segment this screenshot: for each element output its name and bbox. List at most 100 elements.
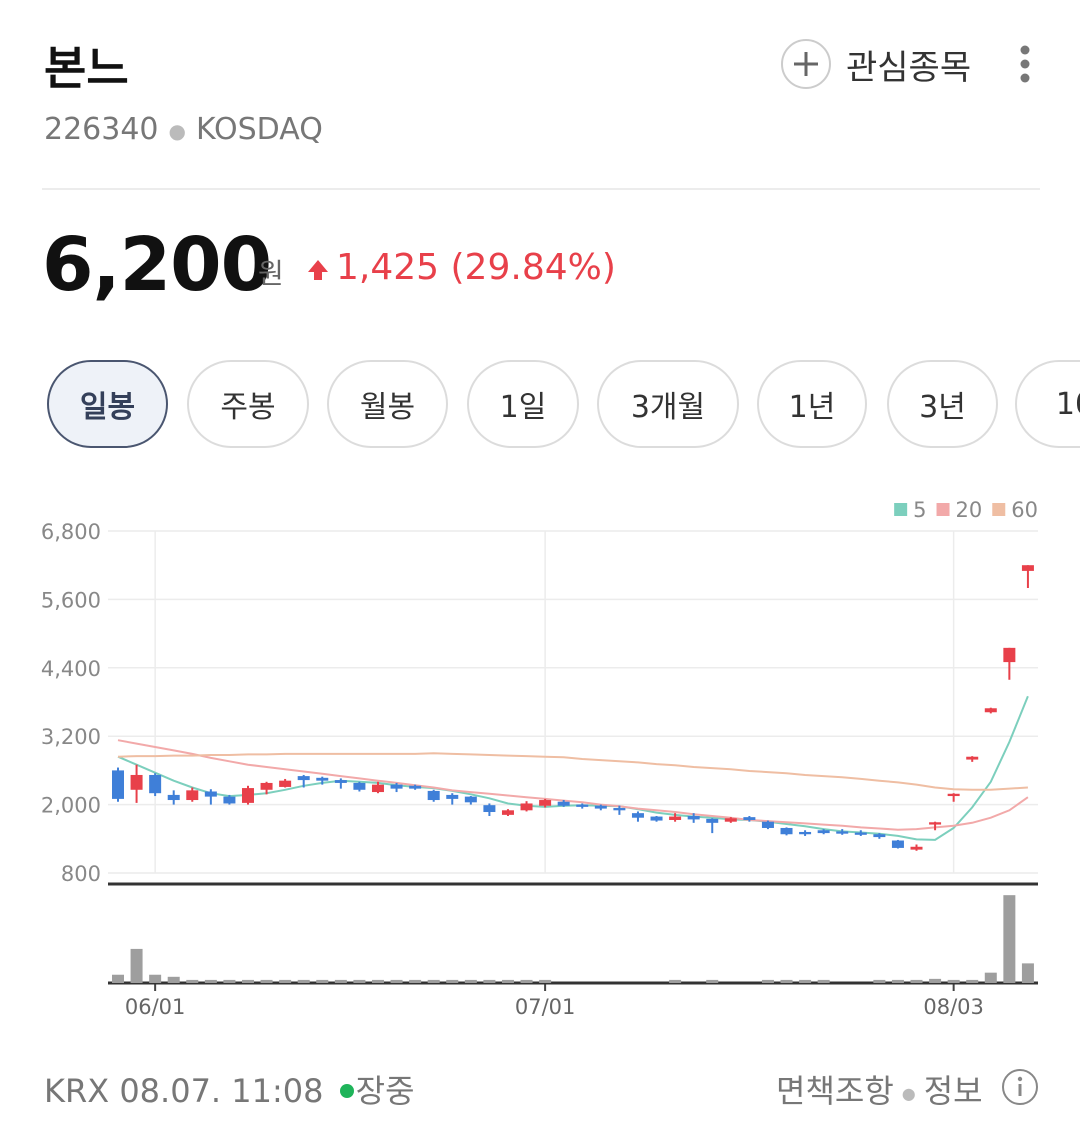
moving-average — [117, 739, 1029, 831]
legend-swatch — [992, 503, 1006, 516]
separator: ● — [168, 118, 186, 143]
add-icon[interactable] — [780, 38, 832, 90]
candle-body — [204, 791, 217, 797]
candle-body — [446, 794, 459, 799]
divider — [42, 188, 1040, 190]
volume-bar — [799, 979, 812, 983]
candle-body — [1021, 565, 1034, 571]
period-tab[interactable]: 주봉 — [187, 360, 309, 448]
price-unit: 원 — [258, 257, 284, 290]
more-menu[interactable] — [1012, 42, 1038, 86]
volume-bar — [223, 979, 236, 983]
volume-bar — [167, 976, 180, 983]
candle-body — [539, 800, 552, 806]
footer-source: KRX 08.07. 11:08 장중 — [44, 1066, 415, 1112]
code: 226340 — [44, 112, 159, 147]
candle-body — [409, 785, 422, 789]
source: KRX 08.07. 11:08 — [44, 1072, 324, 1110]
volume-bar — [929, 978, 942, 983]
info-link[interactable]: 정보 — [923, 1072, 983, 1110]
candle-body — [650, 816, 663, 821]
period-tab[interactable]: 3년 — [887, 360, 998, 448]
volume-bar — [446, 979, 459, 983]
period-tab[interactable]: 1일 — [467, 360, 579, 448]
legend-swatch — [936, 503, 950, 516]
volume-bar — [464, 979, 477, 983]
separator: ● — [901, 1083, 916, 1103]
candle-body — [761, 821, 774, 828]
disclaimer-link[interactable]: 면책조항 — [776, 1072, 894, 1110]
candle-body — [910, 846, 923, 850]
candle-body — [984, 708, 997, 713]
period-tab[interactable]: 3개월 — [597, 360, 739, 448]
volume-bar — [520, 979, 533, 983]
candle-body — [799, 831, 812, 835]
candle-body — [334, 780, 347, 783]
info-icon[interactable] — [1000, 1067, 1040, 1107]
volume-bar — [873, 979, 886, 983]
candle-body — [557, 801, 570, 806]
status: 장중 — [355, 1072, 415, 1110]
candle-body — [371, 784, 384, 793]
candle-body — [613, 808, 626, 811]
volume-bar — [316, 979, 329, 983]
candle-body — [427, 790, 440, 801]
candle-body — [260, 782, 273, 790]
period-tab[interactable]: 월봉 — [327, 360, 448, 448]
x-tick-label: 08/03 — [923, 995, 984, 1019]
volume-bar — [891, 979, 904, 983]
period-tab[interactable]: 10 — [1015, 360, 1080, 448]
watchlist-button[interactable]: 관심종목 — [846, 48, 972, 88]
volume-bar — [204, 979, 217, 983]
volume-bar — [910, 979, 923, 983]
candle-body — [873, 834, 886, 838]
up-arrow — [308, 260, 328, 280]
candle-body — [316, 777, 329, 781]
candle-body — [817, 830, 830, 834]
volume-bar — [427, 979, 440, 983]
volume-bar — [241, 979, 254, 983]
volume-bar — [706, 979, 719, 983]
change-rate: (29.84%) — [450, 247, 616, 288]
candle-body — [891, 840, 904, 848]
stock-name: 본느 — [44, 41, 129, 95]
volume-bar — [501, 979, 514, 983]
legend-swatch — [894, 503, 908, 516]
volume-bar — [149, 974, 162, 983]
candle-body — [130, 774, 143, 790]
period-tab[interactable]: 1년 — [757, 360, 867, 448]
legend-label: 20 — [956, 498, 983, 522]
y-tick-label: 800 — [61, 862, 101, 886]
chart: 6,800 5,600 4,400 3,200 2,000 800 06/01 07/01 08… — [41, 498, 1038, 1019]
candle-body — [929, 822, 942, 825]
y-tick-label: 4,400 — [41, 657, 101, 681]
volume-bar — [669, 979, 682, 983]
candle-body — [223, 796, 236, 804]
candle-body — [631, 813, 644, 818]
volume-bar — [297, 979, 310, 983]
candle-body — [353, 782, 366, 790]
candle-body — [501, 810, 514, 815]
volume-bar — [390, 979, 403, 983]
candle-body — [669, 816, 682, 820]
period-tab[interactable]: 일봉 — [47, 360, 168, 448]
candle-body — [464, 796, 477, 803]
candle-body — [186, 790, 199, 801]
candle-body — [594, 805, 607, 809]
candle-body — [390, 784, 403, 789]
candle-body — [576, 804, 589, 807]
volume-bar — [761, 979, 774, 983]
candle-body — [279, 780, 292, 787]
candle-body — [483, 805, 496, 813]
candle-body — [724, 818, 737, 822]
moving-average — [117, 752, 1028, 791]
volume-bar — [279, 979, 292, 983]
legend-label: 5 — [913, 498, 926, 522]
volume-bar — [966, 979, 979, 983]
candle-body — [241, 788, 254, 803]
candle-body — [167, 794, 180, 801]
volume-bar — [371, 979, 384, 983]
volume-bar — [780, 979, 793, 983]
candle-body — [687, 816, 700, 820]
